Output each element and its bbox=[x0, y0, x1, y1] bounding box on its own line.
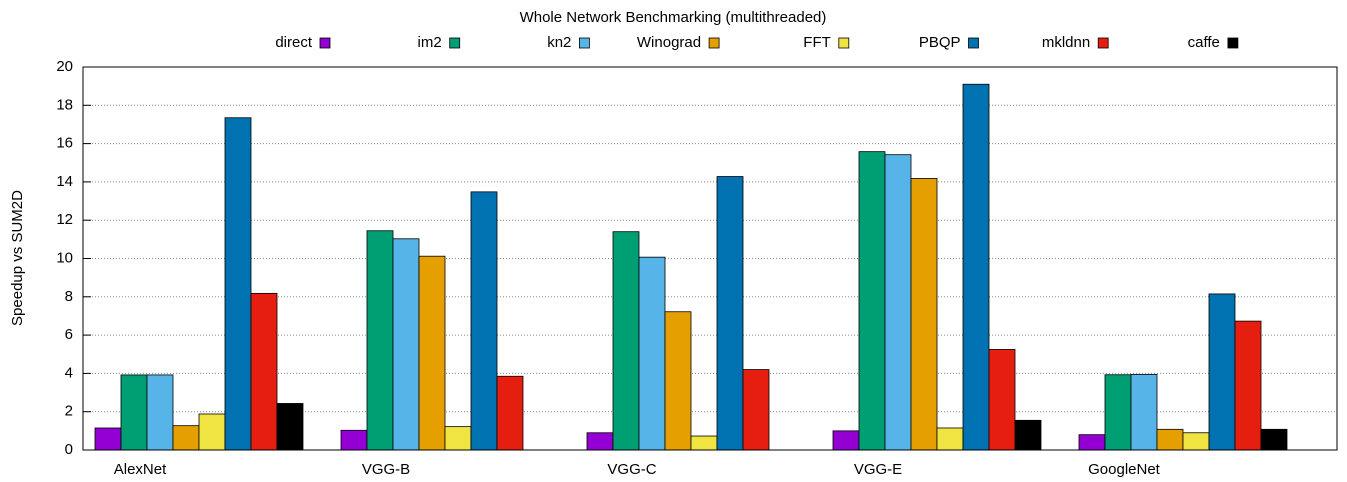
y-tick-label: 20 bbox=[56, 58, 73, 75]
y-tick-label: 12 bbox=[56, 211, 73, 228]
x-tick-label: VGG-B bbox=[362, 461, 410, 478]
bar bbox=[496, 375, 524, 451]
legend-swatch bbox=[838, 37, 850, 49]
legend-swatch bbox=[449, 37, 461, 49]
y-tick-label: 6 bbox=[65, 326, 73, 343]
legend-label: mkldnn bbox=[1042, 34, 1090, 51]
bar bbox=[418, 255, 446, 451]
legend-label: caffe bbox=[1188, 34, 1220, 51]
bar bbox=[832, 430, 860, 451]
x-tick-label: VGG-C bbox=[607, 461, 656, 478]
legend-label: im2 bbox=[418, 34, 442, 51]
bar bbox=[1078, 434, 1106, 451]
y-tick-label: 4 bbox=[65, 364, 73, 381]
y-tick-label: 18 bbox=[56, 96, 73, 113]
legend-swatch bbox=[319, 37, 331, 49]
y-tick-label: 0 bbox=[65, 441, 73, 458]
y-axis-label: Speedup vs SUM2D bbox=[9, 190, 26, 326]
x-tick-label: AlexNet bbox=[114, 461, 167, 478]
bar bbox=[936, 427, 964, 451]
bar bbox=[444, 426, 472, 451]
x-tick-label: VGG-E bbox=[854, 461, 902, 478]
legend-label: PBQP bbox=[919, 34, 961, 51]
bar bbox=[1234, 320, 1262, 451]
bar bbox=[638, 256, 666, 451]
bar bbox=[988, 349, 1016, 451]
bar bbox=[340, 429, 368, 451]
bar bbox=[172, 425, 200, 451]
bar bbox=[366, 230, 394, 451]
bar bbox=[250, 292, 278, 451]
bar bbox=[1130, 373, 1158, 451]
y-tick-label: 10 bbox=[56, 249, 73, 266]
bar bbox=[664, 311, 692, 451]
legend-swatch bbox=[579, 37, 590, 49]
bar bbox=[716, 176, 744, 451]
bar bbox=[742, 369, 770, 451]
legend-swatch bbox=[1227, 37, 1239, 49]
bar bbox=[1260, 428, 1288, 451]
legend-label: kn2 bbox=[547, 34, 571, 51]
bar bbox=[1104, 374, 1132, 451]
legend-swatch bbox=[708, 37, 720, 49]
bar bbox=[910, 178, 938, 451]
chart-title: Whole Network Benchmarking (multithreade… bbox=[520, 9, 827, 26]
bar bbox=[224, 117, 252, 451]
bar bbox=[690, 435, 718, 451]
y-tick-label: 14 bbox=[56, 173, 73, 190]
legend-label: FFT bbox=[803, 34, 831, 51]
bar bbox=[1014, 419, 1042, 451]
bar bbox=[612, 231, 640, 451]
bar bbox=[392, 238, 420, 451]
legend-swatch bbox=[1097, 37, 1109, 49]
bar bbox=[858, 151, 886, 451]
bar bbox=[146, 374, 174, 451]
bar bbox=[1182, 432, 1210, 451]
y-tick-label: 8 bbox=[65, 288, 73, 305]
y-tick-label: 16 bbox=[56, 135, 73, 152]
y-tick-label: 2 bbox=[65, 403, 73, 420]
legend-swatch bbox=[968, 37, 979, 49]
bar bbox=[1208, 293, 1236, 451]
bar bbox=[1156, 428, 1184, 451]
x-tick-label: GoogleNet bbox=[1088, 461, 1161, 478]
legend-label: direct bbox=[275, 34, 313, 51]
bar bbox=[884, 154, 912, 451]
bar bbox=[586, 432, 614, 451]
plot-frame bbox=[82, 66, 1338, 451]
bar bbox=[94, 427, 122, 451]
legend-label: Winograd bbox=[637, 34, 701, 51]
bar bbox=[198, 413, 226, 451]
bar bbox=[470, 191, 498, 451]
bar bbox=[120, 374, 148, 451]
bar bbox=[962, 83, 990, 451]
bar bbox=[276, 403, 304, 451]
